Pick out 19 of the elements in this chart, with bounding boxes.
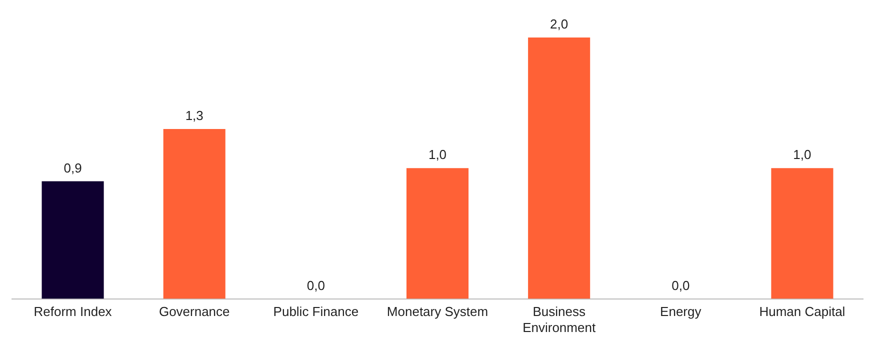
x-tick-label: Business Environment: [522, 304, 596, 335]
bar: [406, 168, 469, 299]
bar: [42, 181, 104, 299]
data-label: 1,0: [793, 147, 812, 162]
data-label: 1,0: [428, 147, 447, 162]
bar: [528, 38, 590, 299]
x-tick-label: Human Capital: [759, 304, 846, 320]
bar: [163, 128, 226, 299]
bar: [771, 168, 834, 299]
data-label: 0,0: [672, 278, 690, 293]
data-label: 0,9: [64, 160, 82, 176]
x-tick-label: Reform Index: [34, 304, 112, 320]
x-tick-label: Energy: [660, 304, 702, 320]
data-label: 0,0: [306, 278, 325, 293]
x-tick-label: Governance: [158, 304, 230, 320]
x-tick-label: Monetary System: [386, 304, 488, 320]
x-tick-label: Public Finance: [273, 304, 359, 320]
data-label: 2,0: [550, 16, 568, 32]
data-label: 1,3: [185, 108, 204, 124]
